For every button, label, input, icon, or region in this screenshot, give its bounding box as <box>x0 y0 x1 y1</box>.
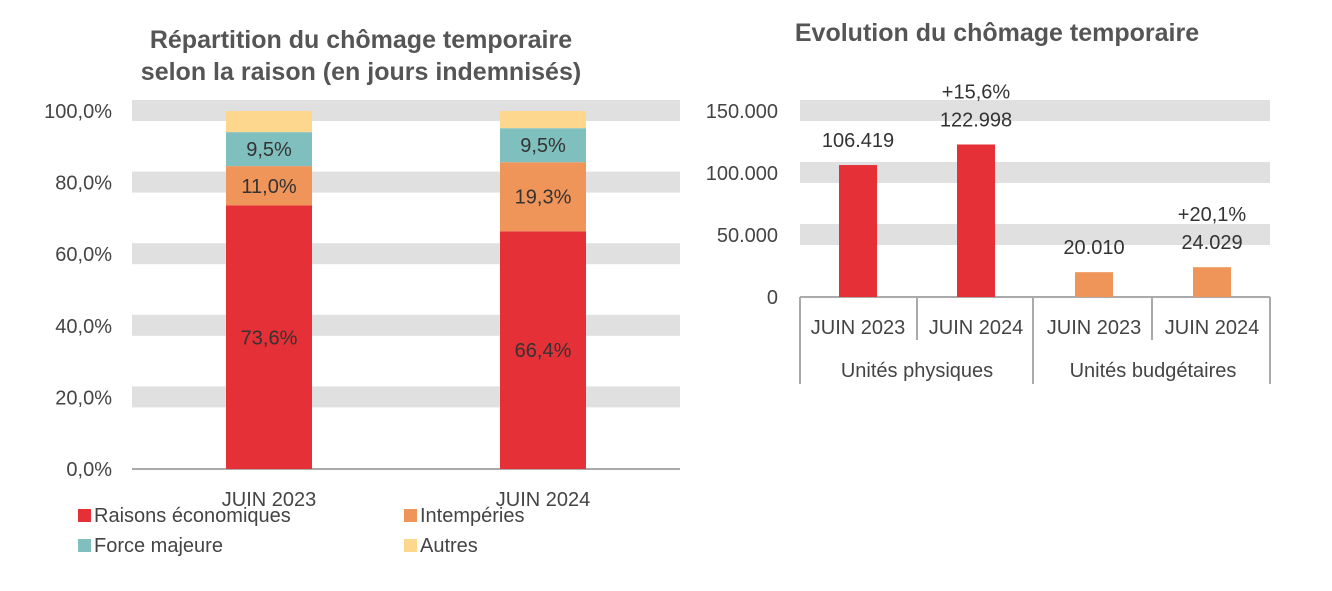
legend-label: Raisons économiques <box>94 505 291 527</box>
gridband <box>132 243 680 265</box>
gridband <box>800 162 1270 183</box>
legend-swatch <box>404 509 417 522</box>
data-label: 9,5% <box>246 139 292 161</box>
data-label: 122.998 <box>940 109 1012 131</box>
legend-label: Intempéries <box>420 505 525 527</box>
gridband <box>132 100 680 121</box>
bar <box>1193 267 1231 297</box>
data-label: 106.419 <box>822 130 894 152</box>
y-tick-label: 80,0% <box>55 173 112 195</box>
y-tick-label: 150.000 <box>706 101 778 123</box>
x-tick-label: JUIN 2023 <box>222 489 317 511</box>
bar-segment <box>226 111 312 133</box>
bar-segment <box>226 132 312 167</box>
change-label: +20,1% <box>1178 204 1247 226</box>
legend-swatch <box>404 539 417 552</box>
gridband <box>132 386 680 408</box>
legend-swatch <box>78 509 91 522</box>
gridband <box>800 224 1270 245</box>
y-tick-label: 40,0% <box>55 316 112 338</box>
bar-segment <box>500 162 586 232</box>
gridband <box>800 100 1270 121</box>
y-tick-label: 50.000 <box>717 225 778 247</box>
x-tick-label: JUIN 2024 <box>1165 317 1260 339</box>
y-tick-label: 100,0% <box>44 101 112 123</box>
x-tick-label: JUIN 2024 <box>929 317 1024 339</box>
y-tick-label: 20,0% <box>55 387 112 409</box>
bar-segment <box>500 128 586 163</box>
change-label: +15,6% <box>942 81 1011 103</box>
x-tick-label: JUIN 2024 <box>496 489 591 511</box>
data-label: 73,6% <box>241 327 298 349</box>
group-label: Unités budgétaires <box>1070 360 1237 382</box>
x-tick-label: JUIN 2023 <box>811 317 906 339</box>
left-chart-title: Répartition du chômage temporaire <box>150 26 572 54</box>
data-label: 19,3% <box>515 187 572 209</box>
bar-segment <box>226 205 312 469</box>
bar <box>957 144 995 297</box>
gridband <box>132 314 680 336</box>
data-label: 24.029 <box>1181 232 1242 254</box>
bar <box>1075 272 1113 297</box>
left-chart-title: selon la raison (en jours indemnisés) <box>141 58 581 86</box>
bar-segment <box>500 111 586 129</box>
bar-segment <box>500 231 586 469</box>
legend-label: Force majeure <box>94 535 223 557</box>
gridband <box>132 171 680 193</box>
bar-segment <box>226 166 312 206</box>
y-tick-label: 0,0% <box>66 459 112 481</box>
data-label: 9,5% <box>520 135 566 157</box>
group-label: Unités physiques <box>841 360 993 382</box>
x-tick-label: JUIN 2023 <box>1047 317 1142 339</box>
y-tick-label: 100.000 <box>706 163 778 185</box>
data-label: 66,4% <box>515 340 572 362</box>
y-tick-label: 0 <box>767 287 778 309</box>
legend-label: Autres <box>420 535 478 557</box>
legend-swatch <box>78 539 91 552</box>
y-tick-label: 60,0% <box>55 244 112 266</box>
data-label: 20.010 <box>1063 237 1124 259</box>
data-label: 11,0% <box>241 176 296 198</box>
bar <box>839 165 877 297</box>
right-chart-title: Evolution du chômage temporaire <box>795 19 1199 47</box>
